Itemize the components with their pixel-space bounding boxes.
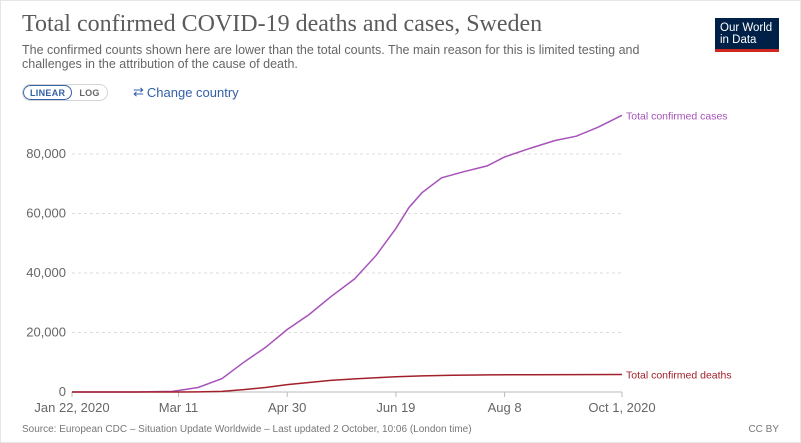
- x-tick-label: Jan 22, 2020: [34, 400, 109, 415]
- x-tick-label: Oct 1, 2020: [588, 400, 655, 415]
- source-note[interactable]: Source: European CDC – Situation Update …: [22, 424, 472, 435]
- change-country-label: Change country: [146, 84, 239, 100]
- x-tick-label: Aug 8: [488, 400, 522, 415]
- logo-line-1: Our World: [720, 22, 773, 34]
- x-tick-label: Jun 19: [376, 400, 415, 415]
- owid-logo[interactable]: Our World in Data: [715, 18, 779, 52]
- y-tick-label: 0: [59, 384, 66, 399]
- y-tick-label: 60,000: [26, 206, 66, 221]
- swap-arrows-icon: ⇄: [133, 84, 144, 99]
- log-scale-button[interactable]: LOG: [79, 88, 100, 98]
- y-tick-label: 40,000: [26, 265, 66, 280]
- scale-toggle: LINEAR LOG: [22, 84, 108, 101]
- linear-scale-button[interactable]: LINEAR: [23, 85, 73, 100]
- logo-accent-bar: [715, 49, 779, 52]
- y-tick-label: 20,000: [26, 325, 66, 340]
- series-label-deaths: Total confirmed deaths: [626, 370, 732, 382]
- series-line-deaths: [72, 373, 623, 393]
- x-tick-label: Mar 11: [159, 400, 199, 415]
- series-label-cases: Total confirmed cases: [626, 110, 728, 122]
- change-country-button[interactable]: ⇄ Change country: [133, 84, 239, 100]
- chart-subtitle: The confirmed counts shown here are lowe…: [22, 43, 640, 71]
- line-chart: 0 20,000 40,000 60,000 80,000 Jan 22, 2020 Mar…: [26, 110, 732, 415]
- logo-line-2: in Data: [720, 34, 757, 46]
- series-line-cases: [72, 114, 623, 393]
- chart-title: Total confirmed COVID-19 deaths and case…: [22, 11, 543, 37]
- x-tick-label: Apr 30: [268, 400, 306, 415]
- license-link[interactable]: CC BY: [748, 424, 779, 435]
- y-tick-label: 80,000: [26, 146, 66, 161]
